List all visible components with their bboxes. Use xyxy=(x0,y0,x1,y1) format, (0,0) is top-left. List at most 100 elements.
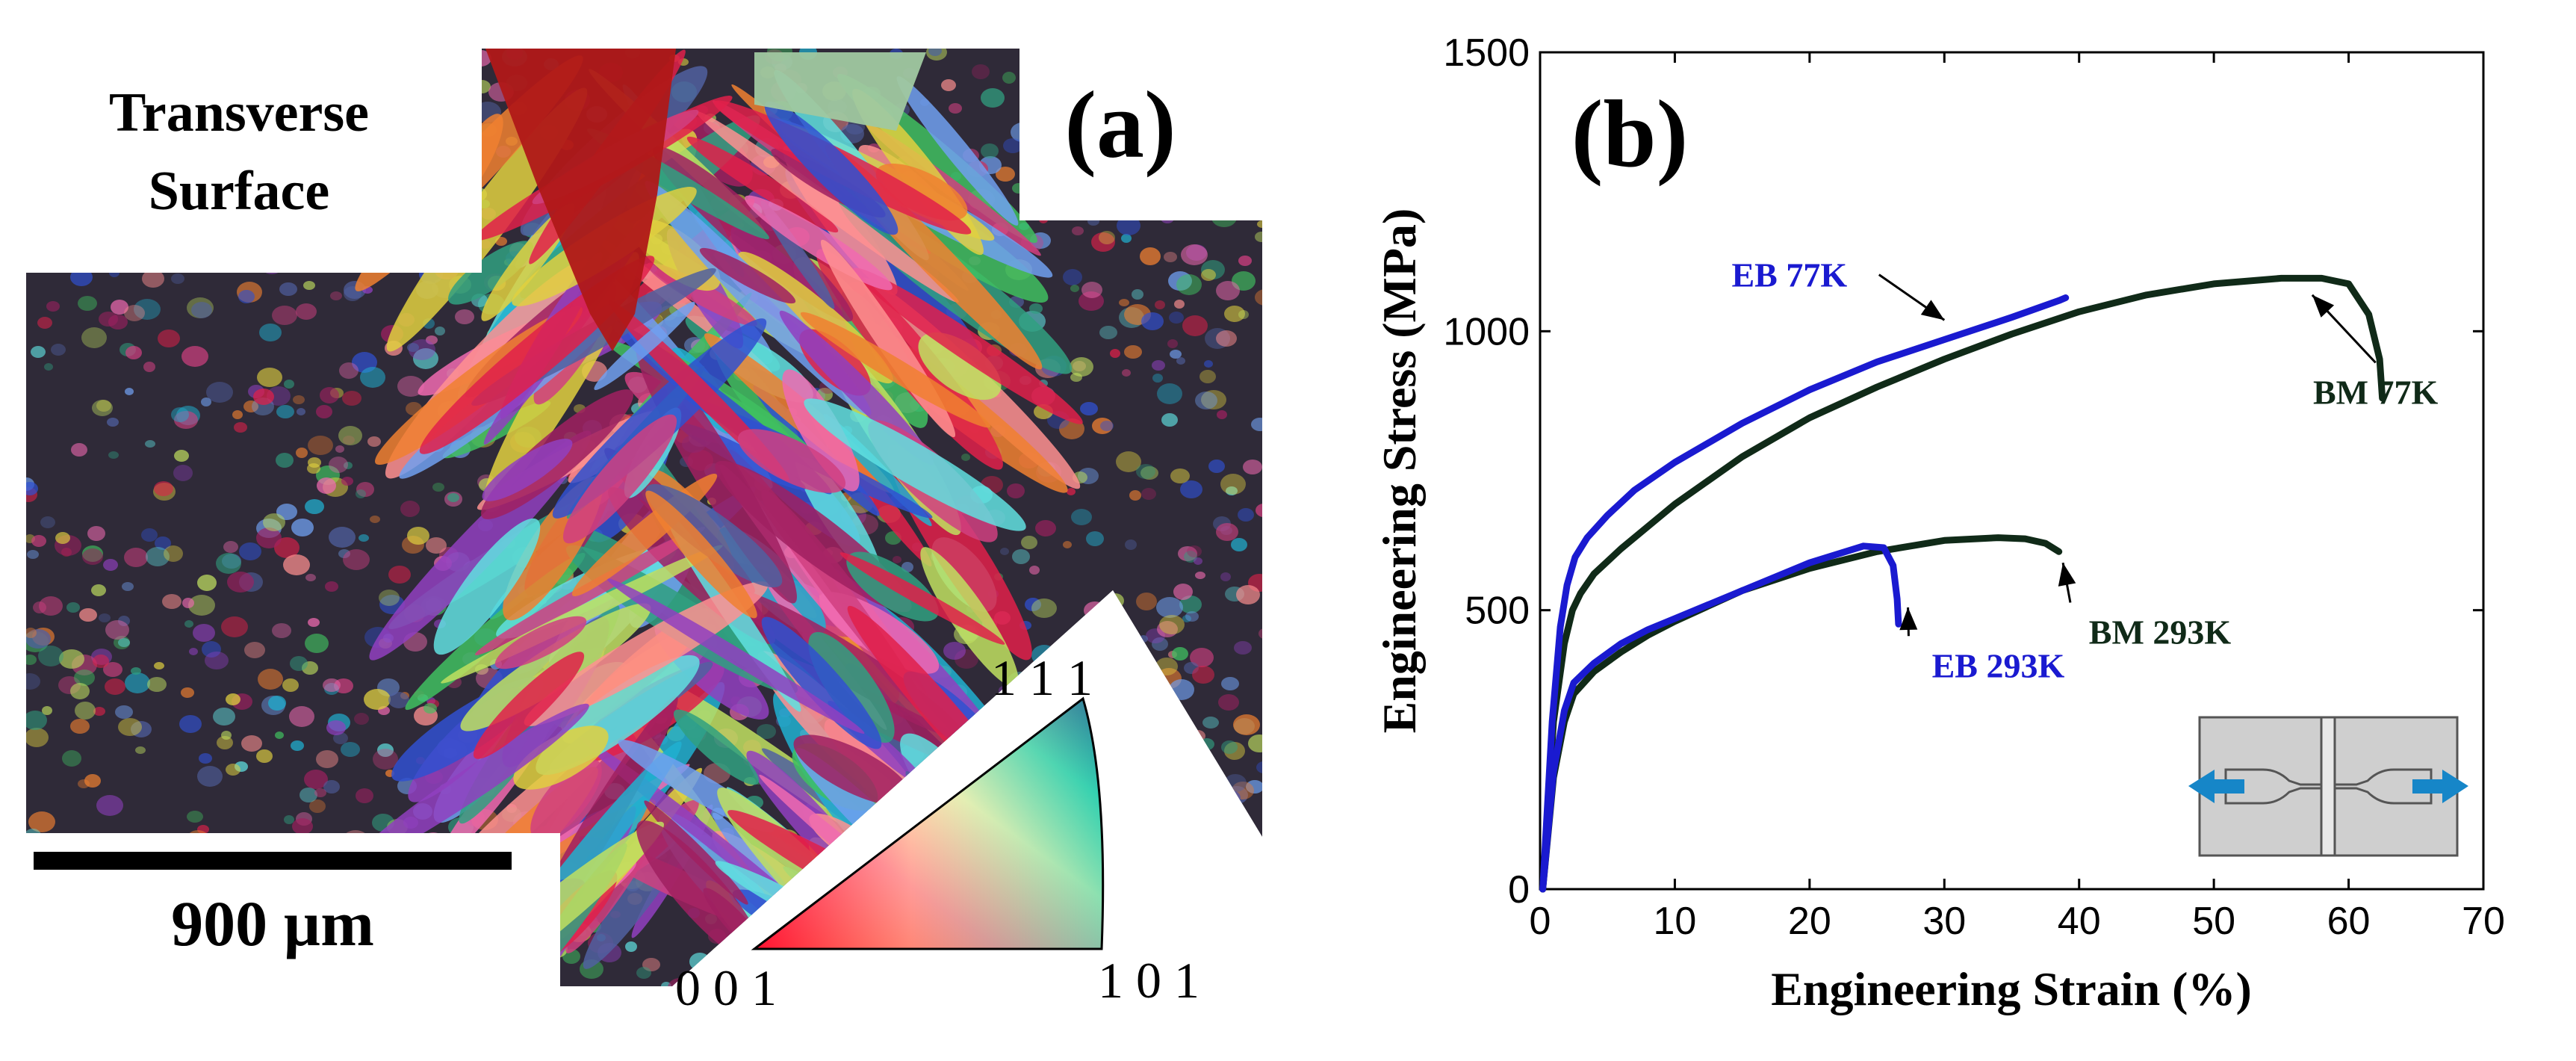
fine-grain xyxy=(1182,780,1192,788)
fine-grain xyxy=(1092,418,1113,434)
x-tick-label: 50 xyxy=(2192,900,2235,943)
fine-grain xyxy=(795,896,807,906)
fine-grain xyxy=(374,176,395,192)
fine-grain xyxy=(1007,483,1025,498)
fine-grain xyxy=(1199,738,1214,750)
fine-grain xyxy=(26,629,51,649)
fine-grain xyxy=(125,672,150,693)
fine-grain xyxy=(1257,220,1262,228)
fine-grain xyxy=(68,974,78,983)
fine-grain xyxy=(1063,269,1082,285)
fine-grain xyxy=(972,64,990,79)
fine-grain xyxy=(344,462,353,469)
fine-grain xyxy=(238,238,255,253)
fine-grain xyxy=(1192,666,1214,684)
fine-grain xyxy=(1129,490,1141,501)
fine-grain xyxy=(471,904,494,924)
fine-grain xyxy=(108,953,125,968)
fine-grain xyxy=(259,324,282,341)
fine-grain xyxy=(70,719,90,734)
fine-grain xyxy=(216,553,241,574)
fine-grain xyxy=(341,742,360,757)
fine-grain xyxy=(72,133,87,145)
fine-grain xyxy=(921,784,933,793)
fine-grain xyxy=(1096,667,1110,678)
fine-grain xyxy=(49,183,72,201)
fine-grain xyxy=(330,291,342,300)
fine-grain xyxy=(305,236,327,254)
fine-grain xyxy=(426,537,447,554)
columnar-grain xyxy=(562,414,677,544)
fine-grain xyxy=(305,499,324,514)
fine-grain xyxy=(1207,174,1228,191)
ipf-triangle-outline xyxy=(751,696,1105,950)
fine-grain xyxy=(122,146,146,166)
fine-grain xyxy=(96,400,111,412)
fine-grain xyxy=(1121,234,1132,243)
fine-grain xyxy=(1025,184,1051,203)
ipf-color-key: 1 1 1 0 0 1 1 0 1 xyxy=(675,649,1199,1016)
fine-grain xyxy=(943,642,966,660)
fine-grain xyxy=(103,662,122,677)
fine-grain xyxy=(760,908,785,929)
fine-grain xyxy=(329,457,348,473)
fine-grain xyxy=(341,477,353,486)
fine-grain xyxy=(1220,572,1231,581)
fine-grain xyxy=(1084,601,1106,619)
fine-grain xyxy=(367,436,381,447)
fine-grain xyxy=(335,870,349,881)
columnar-grain xyxy=(764,101,899,235)
fine-grain xyxy=(261,256,283,274)
fine-grain xyxy=(1221,129,1245,148)
fine-grain xyxy=(283,554,310,575)
fine-grain xyxy=(357,219,382,238)
fine-grain xyxy=(290,656,308,671)
fine-grain xyxy=(1031,132,1051,146)
fine-grain xyxy=(1248,734,1262,752)
fine-grain xyxy=(47,895,74,916)
fine-grain xyxy=(62,750,81,767)
fine-grain xyxy=(108,451,119,459)
columnar-grain xyxy=(494,616,587,669)
fine-grain xyxy=(328,165,349,182)
columnar-grain xyxy=(606,578,865,734)
fine-grain xyxy=(1256,504,1262,517)
fine-grain xyxy=(1091,232,1115,252)
surface-label-line1: Transverse xyxy=(109,82,369,143)
fine-grain xyxy=(1173,782,1198,802)
fine-grain xyxy=(448,235,474,256)
fine-grain xyxy=(268,696,286,711)
fine-grain xyxy=(105,146,125,162)
fine-grain xyxy=(1157,383,1182,404)
fine-grain xyxy=(1027,973,1040,983)
fine-grain xyxy=(145,440,155,448)
fine-grain xyxy=(221,616,248,637)
fine-grain xyxy=(55,532,70,544)
fine-grain xyxy=(109,268,120,277)
fine-grain xyxy=(1234,641,1252,655)
fine-grain xyxy=(92,400,113,416)
fine-grain xyxy=(1043,949,1060,962)
fine-grain xyxy=(320,387,339,403)
fine-grain xyxy=(335,445,344,453)
fine-grain xyxy=(926,49,947,61)
fine-grain xyxy=(181,687,194,698)
fine-grain xyxy=(1217,941,1238,958)
fine-grain xyxy=(292,818,313,835)
fine-grain xyxy=(1209,158,1229,174)
fine-grain xyxy=(237,66,246,74)
x-axis-label: Engineering Strain (%) xyxy=(1771,962,2252,1015)
fine-grain xyxy=(125,388,134,395)
fine-grain xyxy=(1216,791,1228,800)
fine-grain xyxy=(998,977,1008,985)
fine-grain xyxy=(314,788,326,797)
fine-grain xyxy=(435,327,445,335)
specimen-inset xyxy=(2188,716,2468,857)
fine-grain xyxy=(1258,967,1262,974)
fine-grain xyxy=(305,634,329,653)
fine-grain xyxy=(1174,300,1185,309)
fine-grain xyxy=(1242,882,1262,901)
fine-grain xyxy=(1152,360,1165,371)
fine-grain xyxy=(388,566,411,584)
ipf-label-101: 1 0 1 xyxy=(1098,952,1199,1009)
